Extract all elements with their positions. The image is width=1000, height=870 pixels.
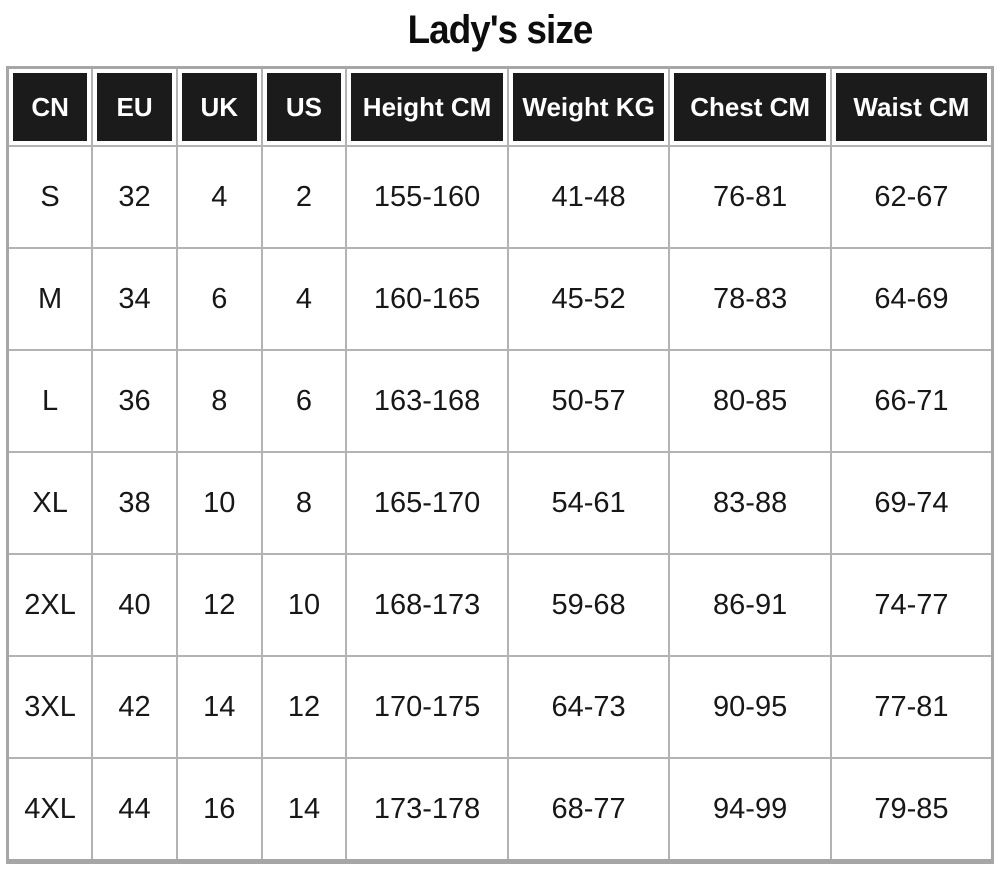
size-value-cell: 80-85 bbox=[668, 349, 832, 453]
size-value-cell: 44 bbox=[91, 757, 178, 863]
size-value-cell: 173-178 bbox=[345, 757, 509, 863]
table-row: M 34 6 4 160-165 45-52 78-83 64-69 bbox=[6, 247, 994, 351]
size-value-cell: 168-173 bbox=[345, 553, 509, 657]
size-value-cell: 68-77 bbox=[506, 757, 671, 863]
size-value-cell: 40 bbox=[91, 553, 178, 657]
size-value-cell: 36 bbox=[91, 349, 178, 453]
size-value-cell: 41-48 bbox=[506, 145, 671, 249]
size-value-cell: 14 bbox=[175, 655, 263, 759]
size-value-cell: 74-77 bbox=[829, 553, 994, 657]
table-row: XL 38 10 8 165-170 54-61 83-88 69-74 bbox=[6, 451, 994, 555]
size-label-cell: M bbox=[6, 247, 94, 351]
size-value-cell: 38 bbox=[91, 451, 178, 555]
size-value-cell: 59-68 bbox=[506, 553, 671, 657]
size-value-cell: 76-81 bbox=[668, 145, 832, 249]
size-value-cell: 6 bbox=[260, 349, 348, 453]
size-value-cell: 83-88 bbox=[668, 451, 832, 555]
table-row: 2XL 40 12 10 168-173 59-68 86-91 74-77 bbox=[6, 553, 994, 657]
size-label-cell: S bbox=[6, 145, 94, 249]
size-value-cell: 8 bbox=[260, 451, 348, 555]
size-value-cell: 90-95 bbox=[668, 655, 832, 759]
table-row: 4XL 44 16 14 173-178 68-77 94-99 79-85 bbox=[6, 757, 994, 863]
size-value-cell: 50-57 bbox=[506, 349, 671, 453]
size-value-cell: 12 bbox=[260, 655, 348, 759]
size-value-cell: 14 bbox=[260, 757, 348, 863]
size-value-cell: 79-85 bbox=[829, 757, 994, 863]
size-value-cell: 78-83 bbox=[668, 247, 832, 351]
size-value-cell: 77-81 bbox=[829, 655, 994, 759]
size-value-cell: 165-170 bbox=[345, 451, 509, 555]
size-value-cell: 66-71 bbox=[829, 349, 994, 453]
size-value-cell: 10 bbox=[260, 553, 348, 657]
size-label-cell: 2XL bbox=[6, 553, 94, 657]
size-value-cell: 16 bbox=[175, 757, 263, 863]
size-value-cell: 160-165 bbox=[345, 247, 509, 351]
size-value-cell: 54-61 bbox=[506, 451, 671, 555]
size-value-cell: 4 bbox=[175, 145, 263, 249]
size-value-cell: 155-160 bbox=[345, 145, 509, 249]
size-value-cell: 4 bbox=[260, 247, 348, 351]
column-header-uk: UK bbox=[175, 66, 263, 147]
column-header-eu: EU bbox=[91, 66, 178, 147]
size-value-cell: 42 bbox=[91, 655, 178, 759]
size-value-cell: 2 bbox=[260, 145, 348, 249]
size-label-cell: 4XL bbox=[6, 757, 94, 863]
column-header-us: US bbox=[260, 66, 348, 147]
table-row: S 32 4 2 155-160 41-48 76-81 62-67 bbox=[6, 145, 994, 249]
size-label-cell: XL bbox=[6, 451, 94, 555]
size-value-cell: 69-74 bbox=[829, 451, 994, 555]
size-value-cell: 163-168 bbox=[345, 349, 509, 453]
size-value-cell: 6 bbox=[175, 247, 263, 351]
size-value-cell: 64-69 bbox=[829, 247, 994, 351]
size-value-cell: 86-91 bbox=[668, 553, 832, 657]
column-header-cn: CN bbox=[6, 66, 94, 147]
size-value-cell: 94-99 bbox=[668, 757, 832, 863]
column-header-chest-cm: Chest CM bbox=[668, 66, 832, 147]
size-value-cell: 8 bbox=[175, 349, 263, 453]
table-row: 3XL 42 14 12 170-175 64-73 90-95 77-81 bbox=[6, 655, 994, 759]
column-header-waist-cm: Waist CM bbox=[829, 66, 994, 147]
size-value-cell: 64-73 bbox=[506, 655, 671, 759]
chart-title: Lady's size bbox=[407, 8, 594, 52]
column-header-weight-kg: Weight KG bbox=[506, 66, 671, 147]
size-value-cell: 170-175 bbox=[345, 655, 509, 759]
size-value-cell: 45-52 bbox=[506, 247, 671, 351]
header-row: CN EU UK US Height CM Weight KG Chest CM Waist … bbox=[6, 66, 994, 147]
size-value-cell: 62-67 bbox=[829, 145, 994, 249]
column-header-height-cm: Height CM bbox=[345, 66, 509, 147]
size-value-cell: 32 bbox=[91, 145, 178, 249]
size-label-cell: 3XL bbox=[6, 655, 94, 759]
size-value-cell: 12 bbox=[175, 553, 263, 657]
size-value-cell: 10 bbox=[175, 451, 263, 555]
table-row: L 36 8 6 163-168 50-57 80-85 66-71 bbox=[6, 349, 994, 453]
size-table: CN EU UK US Height CM Weight KG Chest CM Waist … bbox=[6, 66, 994, 864]
size-label-cell: L bbox=[6, 349, 94, 453]
size-value-cell: 34 bbox=[91, 247, 178, 351]
